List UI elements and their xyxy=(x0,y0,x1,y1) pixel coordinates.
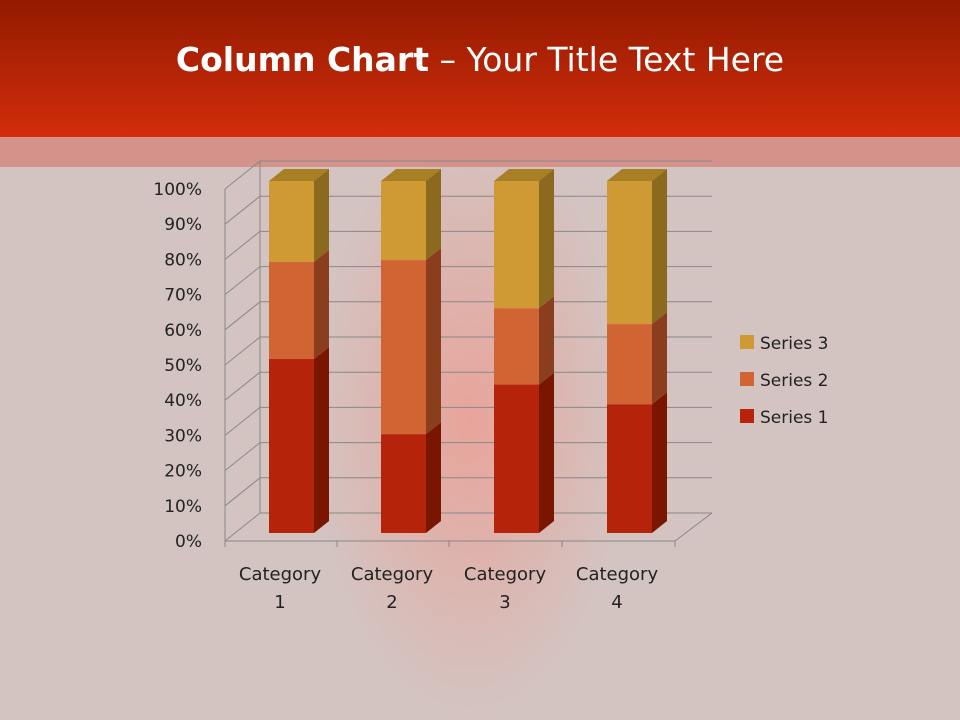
side-gridline xyxy=(224,477,261,507)
y-tick-label: 60% xyxy=(164,321,202,341)
side-gridline xyxy=(224,301,261,331)
bar-side-1 xyxy=(539,372,554,533)
y-tick-label: 40% xyxy=(164,391,202,411)
bar-side-2 xyxy=(539,296,554,385)
y-tick-label: 100% xyxy=(153,180,202,200)
x-tick-label: Category xyxy=(239,564,322,585)
y-tick-label: 70% xyxy=(164,286,202,306)
y-tick-label: 30% xyxy=(164,426,202,446)
side-gridline xyxy=(224,195,261,225)
side-gridline xyxy=(224,442,261,471)
y-tick-label: 90% xyxy=(164,215,202,235)
bar-side-3 xyxy=(426,169,441,261)
y-tick-label: 20% xyxy=(164,462,202,482)
x-tick-label: Category xyxy=(464,564,547,585)
bar-top xyxy=(269,169,329,181)
bar-side-2 xyxy=(314,249,329,360)
bar-series-3 xyxy=(269,181,314,262)
side-gridline xyxy=(224,407,261,436)
bar-series-3 xyxy=(494,181,539,309)
bar-series-1 xyxy=(269,359,314,533)
x-tick-label: 1 xyxy=(274,592,285,613)
bar-side-1 xyxy=(426,422,441,533)
side-gridline xyxy=(224,160,261,190)
side-gridline xyxy=(224,266,261,295)
bar-top xyxy=(607,169,667,181)
header-bar xyxy=(0,0,960,137)
legend-label: Series 1 xyxy=(760,408,829,428)
slide-title: Column Chart – Your Title Text Here xyxy=(0,40,960,79)
side-gridline xyxy=(224,336,261,366)
bar-side-2 xyxy=(426,248,441,435)
legend-label: Series 3 xyxy=(760,334,829,354)
bar-top xyxy=(494,169,554,181)
x-tick-label: Category xyxy=(576,564,659,585)
side-gridline xyxy=(224,371,261,401)
floor-edge xyxy=(674,512,713,542)
y-tick-label: 0% xyxy=(175,532,202,552)
legend-label: Series 2 xyxy=(760,371,829,391)
bar-side-3 xyxy=(652,169,667,325)
x-tick-label: 4 xyxy=(611,592,622,613)
bar-side-2 xyxy=(652,312,667,405)
bar-series-3 xyxy=(381,181,426,261)
title-rest: – Your Title Text Here xyxy=(428,40,785,79)
x-tick-label: 2 xyxy=(386,592,397,613)
bar-series-1 xyxy=(607,404,652,533)
bar-side-1 xyxy=(314,347,329,533)
legend-swatch xyxy=(740,372,754,386)
bar-series-3 xyxy=(607,181,652,325)
bar-side-3 xyxy=(314,169,329,262)
bar-series-2 xyxy=(494,308,539,385)
bar-series-1 xyxy=(494,384,539,533)
header-band xyxy=(0,137,960,167)
x-tick-label: Category xyxy=(351,564,434,585)
y-tick-label: 10% xyxy=(164,497,202,517)
y-tick-label: 50% xyxy=(164,356,202,376)
title-bold: Column Chart xyxy=(175,40,429,79)
bar-side-1 xyxy=(652,392,667,533)
bar-series-2 xyxy=(381,260,426,435)
bar-side-3 xyxy=(539,169,554,309)
bar-series-1 xyxy=(381,434,426,533)
bar-series-2 xyxy=(607,324,652,405)
legend-swatch xyxy=(740,409,754,423)
side-gridline xyxy=(224,231,261,260)
legend-swatch xyxy=(740,335,754,349)
x-tick-label: 3 xyxy=(499,592,510,613)
bar-top xyxy=(381,169,441,181)
side-gridline xyxy=(224,512,261,542)
bar-series-2 xyxy=(269,261,314,360)
y-tick-label: 80% xyxy=(164,250,202,270)
